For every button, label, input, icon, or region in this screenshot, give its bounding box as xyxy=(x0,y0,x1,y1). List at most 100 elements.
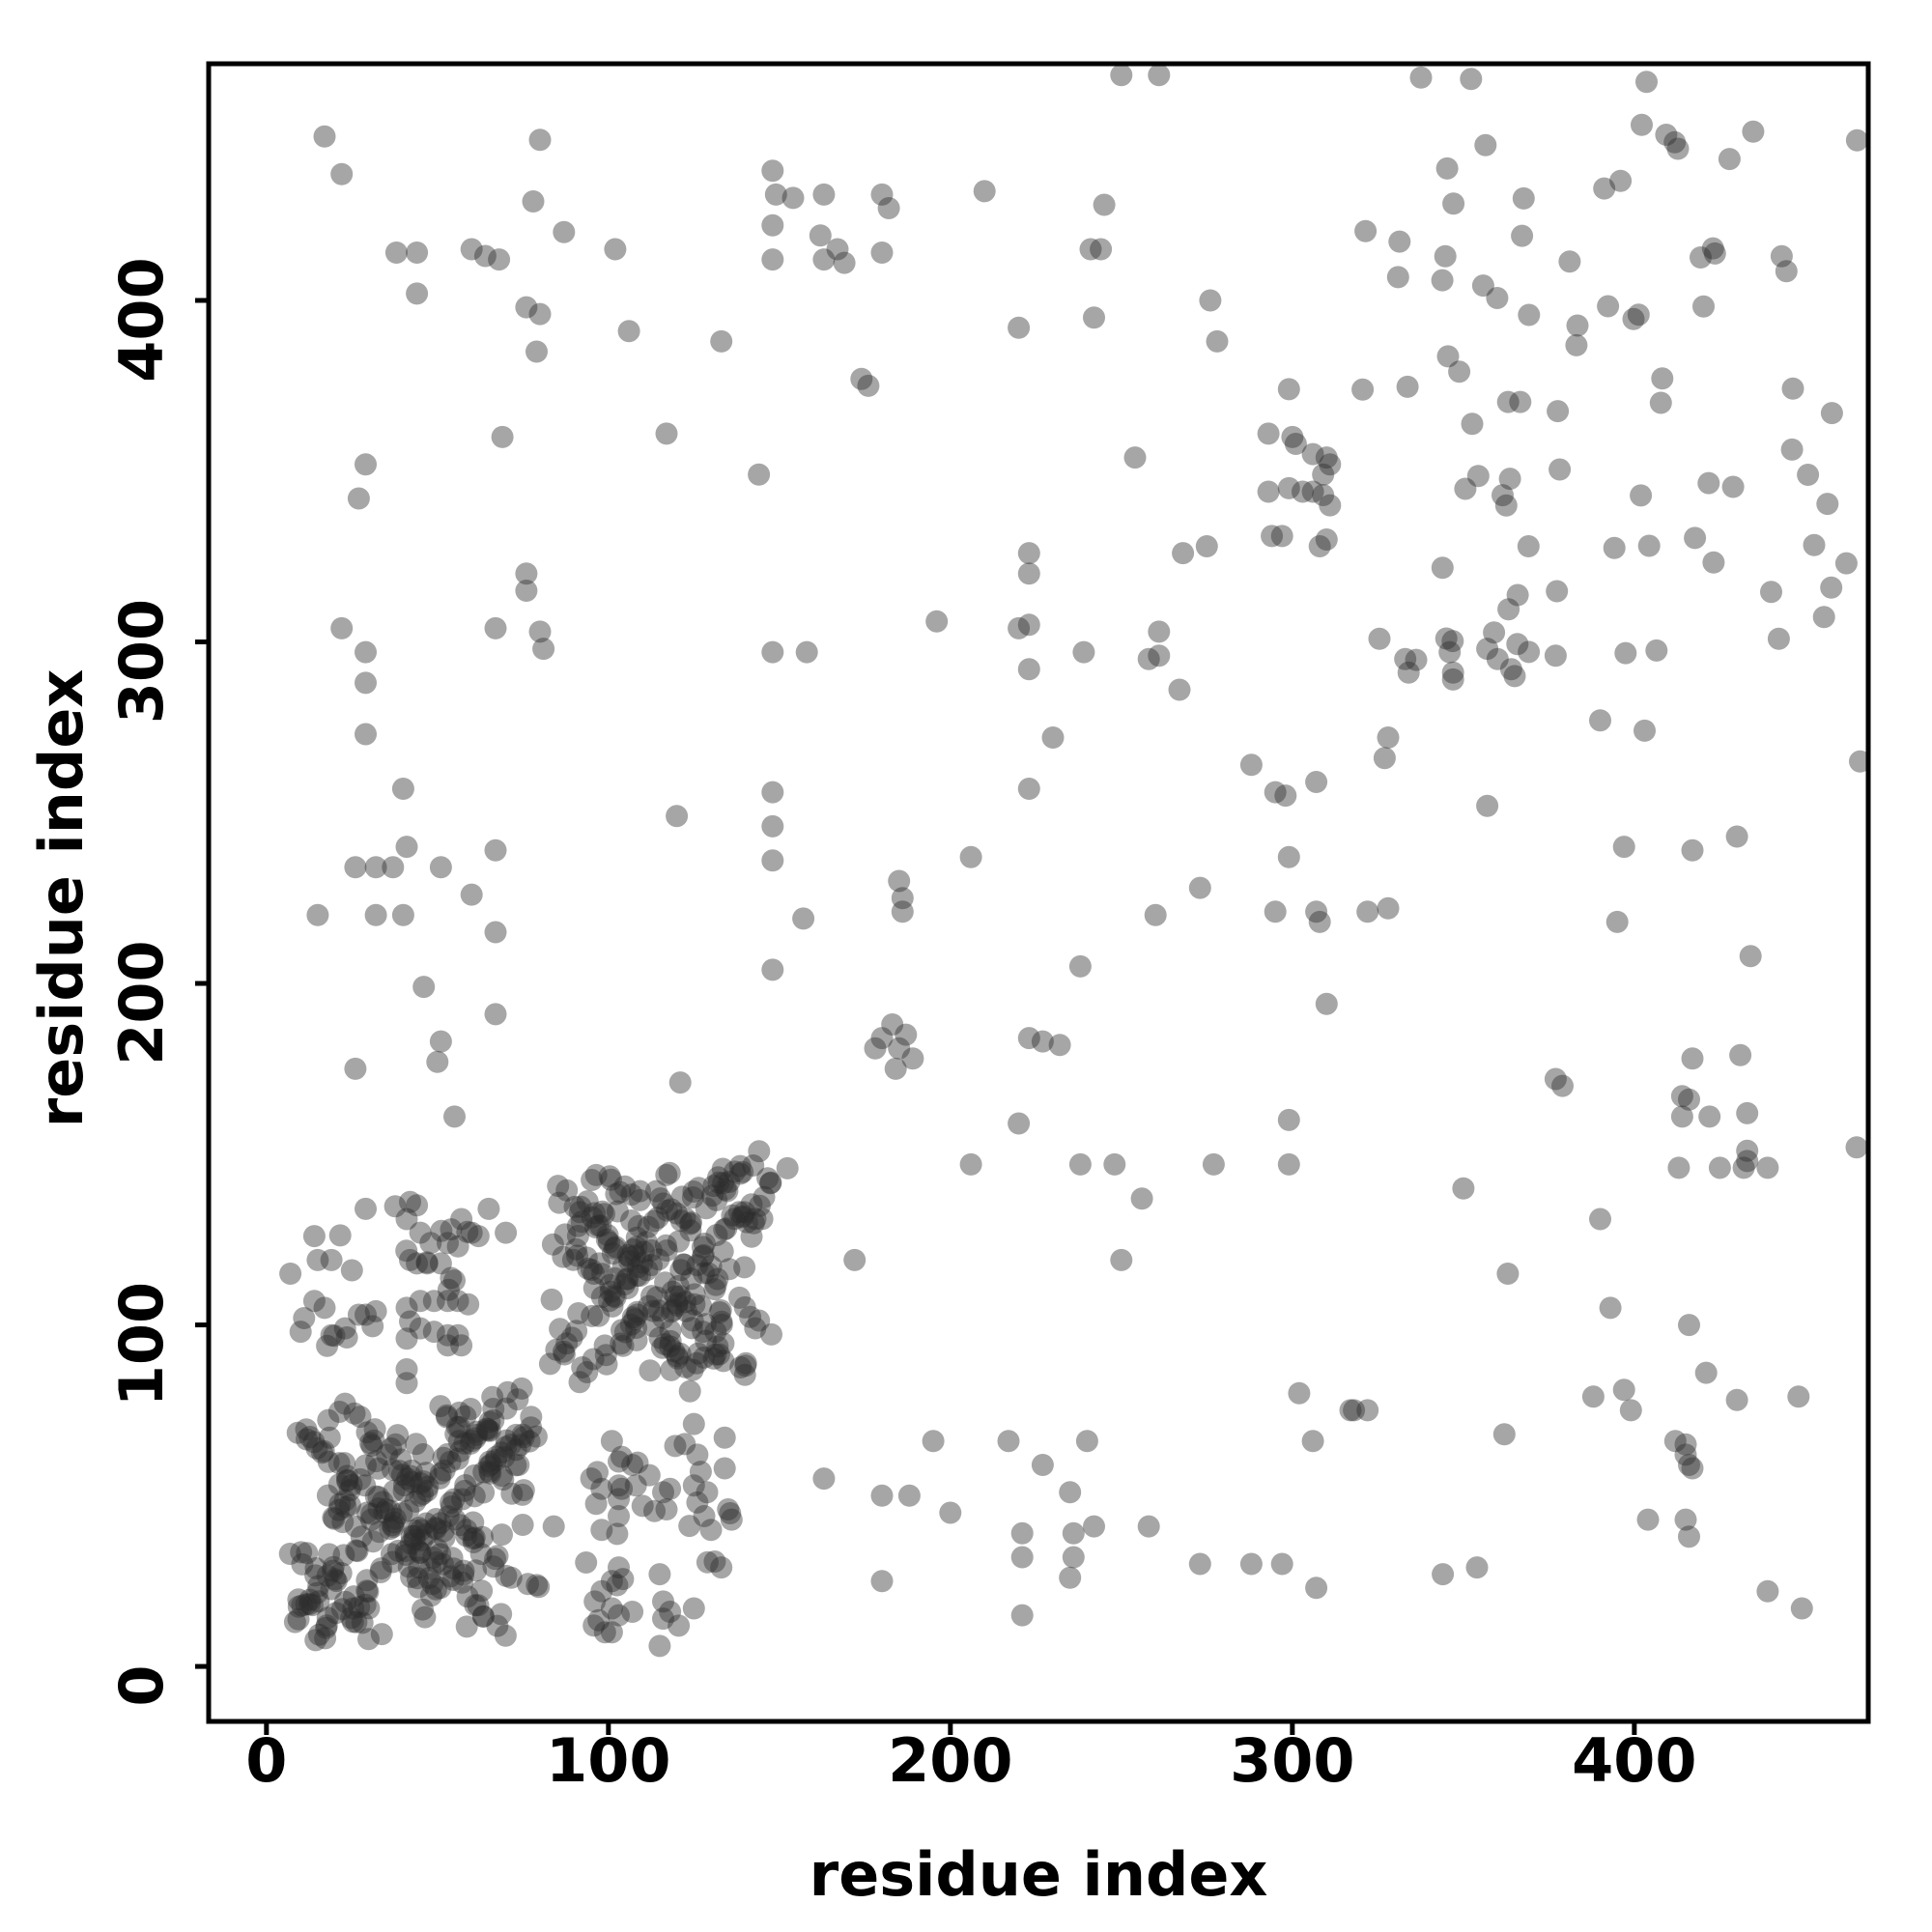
data-point xyxy=(1506,633,1529,656)
data-point xyxy=(307,1623,330,1646)
data-point xyxy=(734,1351,757,1375)
data-point xyxy=(358,1432,382,1455)
data-point xyxy=(682,1180,705,1203)
data-point xyxy=(959,845,982,868)
data-point xyxy=(395,1239,418,1263)
data-point xyxy=(611,1256,635,1279)
data-point xyxy=(1090,238,1113,261)
data-point xyxy=(553,1343,576,1366)
data-point xyxy=(355,1454,377,1477)
data-point xyxy=(491,1523,513,1547)
data-point xyxy=(455,1519,478,1542)
data-point xyxy=(1663,130,1687,154)
data-point xyxy=(527,1576,551,1599)
data-point xyxy=(615,1267,639,1291)
data-point xyxy=(891,900,914,923)
data-point xyxy=(470,1579,494,1603)
data-point xyxy=(593,1203,615,1226)
data-point xyxy=(364,856,387,879)
data-point xyxy=(692,1245,714,1268)
data-point xyxy=(590,1477,613,1500)
data-point xyxy=(888,869,911,893)
data-point xyxy=(648,1326,671,1350)
data-point xyxy=(713,1218,736,1241)
data-point xyxy=(576,1190,599,1213)
data-point xyxy=(1780,438,1804,461)
data-point xyxy=(1492,1423,1516,1446)
data-point xyxy=(518,1430,541,1453)
data-point xyxy=(1845,128,1868,152)
data-point xyxy=(1017,613,1040,637)
data-point xyxy=(426,1538,449,1561)
data-point xyxy=(641,1299,665,1322)
data-point xyxy=(693,1505,716,1527)
data-point xyxy=(440,1492,462,1514)
data-point xyxy=(624,1474,647,1497)
data-point xyxy=(748,1194,771,1217)
data-point xyxy=(345,1539,368,1562)
data-point xyxy=(596,1224,619,1247)
data-point xyxy=(1820,576,1843,599)
data-point xyxy=(316,1564,339,1587)
data-point xyxy=(504,1423,527,1446)
data-point xyxy=(1551,1074,1574,1097)
data-point xyxy=(512,1426,535,1449)
data-point xyxy=(388,1460,411,1483)
data-point xyxy=(636,1259,659,1282)
data-point xyxy=(795,640,818,664)
data-point xyxy=(547,1175,570,1198)
data-point xyxy=(506,1388,529,1411)
y-tick-label: 0 xyxy=(106,1665,177,1707)
data-point xyxy=(408,1517,431,1540)
data-point xyxy=(764,183,787,206)
data-point xyxy=(666,1292,689,1315)
data-point xyxy=(668,1230,690,1253)
data-point xyxy=(409,1317,432,1340)
data-point xyxy=(320,1323,343,1347)
data-point xyxy=(1137,647,1160,670)
data-point xyxy=(409,1484,432,1507)
data-point xyxy=(694,1313,717,1336)
data-point xyxy=(761,213,784,237)
data-point xyxy=(287,1595,310,1618)
data-point xyxy=(734,1354,757,1378)
data-point xyxy=(495,1564,518,1587)
data-point xyxy=(364,1299,387,1322)
data-point xyxy=(812,1467,836,1491)
data-point xyxy=(485,1445,508,1468)
data-point xyxy=(370,1557,393,1580)
data-point xyxy=(429,1395,452,1418)
data-point xyxy=(500,1482,524,1505)
data-point xyxy=(618,1246,641,1269)
data-point xyxy=(748,1140,771,1163)
data-point xyxy=(515,562,538,585)
data-point xyxy=(706,1267,729,1291)
data-point xyxy=(499,1434,522,1457)
data-point xyxy=(608,1474,630,1497)
data-point xyxy=(584,1163,608,1186)
data-point xyxy=(1261,525,1284,548)
data-point xyxy=(621,1601,644,1623)
data-point xyxy=(664,1435,687,1458)
data-point xyxy=(1396,375,1419,398)
data-point xyxy=(897,1484,921,1507)
data-point xyxy=(361,1315,384,1338)
data-point xyxy=(668,1614,691,1637)
data-point xyxy=(731,1160,754,1183)
data-point xyxy=(1301,442,1324,466)
data-point xyxy=(492,1468,515,1492)
data-point xyxy=(318,1543,341,1566)
data-point xyxy=(761,248,784,271)
data-point xyxy=(382,1550,404,1574)
data-point xyxy=(1277,378,1300,401)
data-point xyxy=(608,1505,630,1527)
data-point xyxy=(648,1634,671,1658)
data-point xyxy=(621,1306,644,1329)
data-point xyxy=(1431,269,1454,292)
data-point xyxy=(446,1235,469,1258)
data-point xyxy=(1277,1108,1300,1131)
data-point xyxy=(652,1481,674,1504)
data-point xyxy=(355,1569,379,1592)
data-point xyxy=(526,340,548,363)
